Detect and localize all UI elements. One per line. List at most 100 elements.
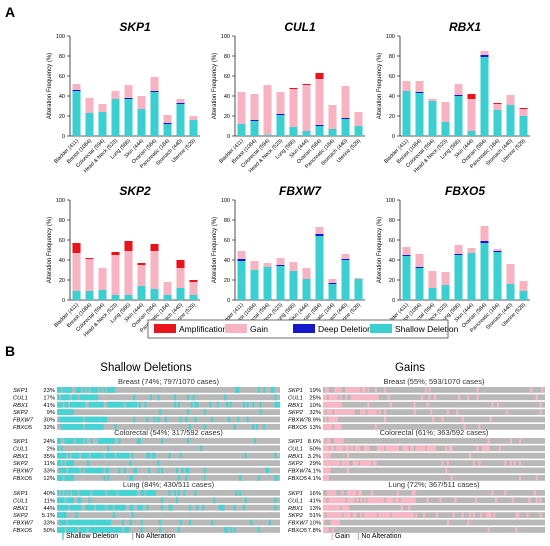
gain-alteration-cell [356,445,359,452]
bar-shallow-deletion [493,110,502,136]
shallow-pct-label: 23% [43,388,55,394]
shallow-alteration-cell [60,401,63,408]
shallow-alteration-cell [64,452,67,459]
bar-gain [163,282,172,295]
shallow-alteration-cell [79,394,82,401]
gain-alteration-cell [326,409,329,415]
shallow-alteration-cell [133,401,136,408]
shallow-gene-label: SKP1 [13,439,28,445]
shallow-alteration-cell [107,475,110,481]
gain-alteration-cell [409,445,412,452]
shallow-alteration-cell [96,504,99,511]
bar-gain [415,254,424,267]
gain-pct-label: 8.6% [308,439,321,445]
shallow-alteration-cell [66,527,69,533]
shallow-alteration-cell [71,467,74,474]
gain-pct-label: 10% [309,521,321,527]
bar-shallow-deletion [506,284,515,300]
gain-alteration-cell [478,424,481,430]
gain-alteration-cell [335,445,338,452]
bar-gain [341,254,350,259]
shallow-alteration-cell [259,401,262,408]
shallow-alteration-cell [125,490,128,496]
bar-gain [480,51,489,55]
y-tick-label: 40 [389,258,395,264]
gain-alteration-cell [374,512,377,518]
shallow-alteration-cell [58,409,61,415]
shallow-alteration-cell [177,490,180,496]
bar-shallow-deletion [441,122,450,136]
shallow-alteration-cell [86,394,89,401]
shallow-alteration-cell [120,490,123,496]
gain-alteration-cell [343,460,346,466]
chart-title: RBX1 [449,20,481,34]
shallow-alteration-cell [99,519,102,526]
shallow-alteration-cell [187,394,190,401]
shallow-pct-label: 9% [47,410,55,416]
shallow-alteration-cell [77,416,80,423]
shallow-alteration-cell [190,401,193,408]
gain-alteration-cell [539,497,542,504]
gain-alteration-cell [324,445,327,452]
gain-alteration-cell [458,394,461,401]
shallow-alteration-cell [129,504,132,511]
gain-alteration-cell [360,409,363,415]
bar-gain [302,85,311,131]
gain-alteration-cell [341,490,344,496]
shallow-alteration-cell [79,490,82,496]
gain-pct-label: 41% [309,498,321,504]
shallow-alteration-cell [62,387,65,393]
shallow-alteration-cell [157,460,160,466]
gain-alteration-cell [369,512,372,518]
shallow-alteration-cell [226,401,229,408]
shallow-alteration-cell [64,519,67,526]
shallow-alteration-cell [66,416,69,423]
bar-shallow-deletion [72,91,81,136]
shallow-alteration-cell [62,527,65,533]
shallow-alteration-cell [116,504,119,511]
shallow-alteration-cell [57,445,60,452]
shallow-alteration-cell [68,519,71,526]
shallow-alteration-cell [70,387,73,393]
bar-shallow-deletion [493,252,502,300]
gain-alteration-cell [432,445,435,452]
shallow-alteration-cell [90,416,93,423]
shallow-alteration-cell [71,490,74,496]
y-tick-label: 20 [59,278,65,284]
shallow-track [57,401,280,408]
bar-shallow-deletion [85,291,94,300]
gain-alteration-cell [323,519,326,526]
shallow-alteration-cell [88,424,91,430]
shallow-alteration-cell [131,401,134,408]
gain-alteration-cell [384,387,387,393]
shallow-alteration-cell [60,504,63,511]
shallow-alteration-cell [136,504,139,511]
shallow-alteration-cell [66,409,69,415]
bar-shallow-deletion [189,295,198,300]
gain-alteration-cell [345,409,348,415]
gain-alteration-cell [337,387,340,393]
shallow-alteration-cell [123,467,126,474]
shallow-alteration-cell [57,409,60,415]
gain-alteration-cell [374,387,377,393]
shallow-alteration-cell [66,394,69,401]
shallow-pct-label: 50% [43,528,55,534]
shallow-alteration-cell [96,467,99,474]
shallow-alteration-cell [96,424,99,430]
bar-shallow-deletion [72,291,81,300]
y-tick-label: 40 [389,94,395,100]
gain-alteration-cell [345,512,348,518]
chart-fbxw7: FBXW7 0 20 40 60 80 100 Alteration Frequency (%… [212,184,365,338]
bar-amplification [302,84,311,85]
shallow-alteration-cell [77,452,80,459]
shallow-alteration-cell [203,424,206,430]
gain-alteration-cell [408,504,411,511]
gain-track [323,512,545,518]
shallow-track [57,512,280,518]
shallow-alteration-cell [274,394,277,401]
shallow-alteration-cell [84,527,87,533]
gain-alteration-cell [334,438,337,444]
shallow-alteration-cell [79,497,82,504]
y-tick-label: 0 [227,298,230,304]
